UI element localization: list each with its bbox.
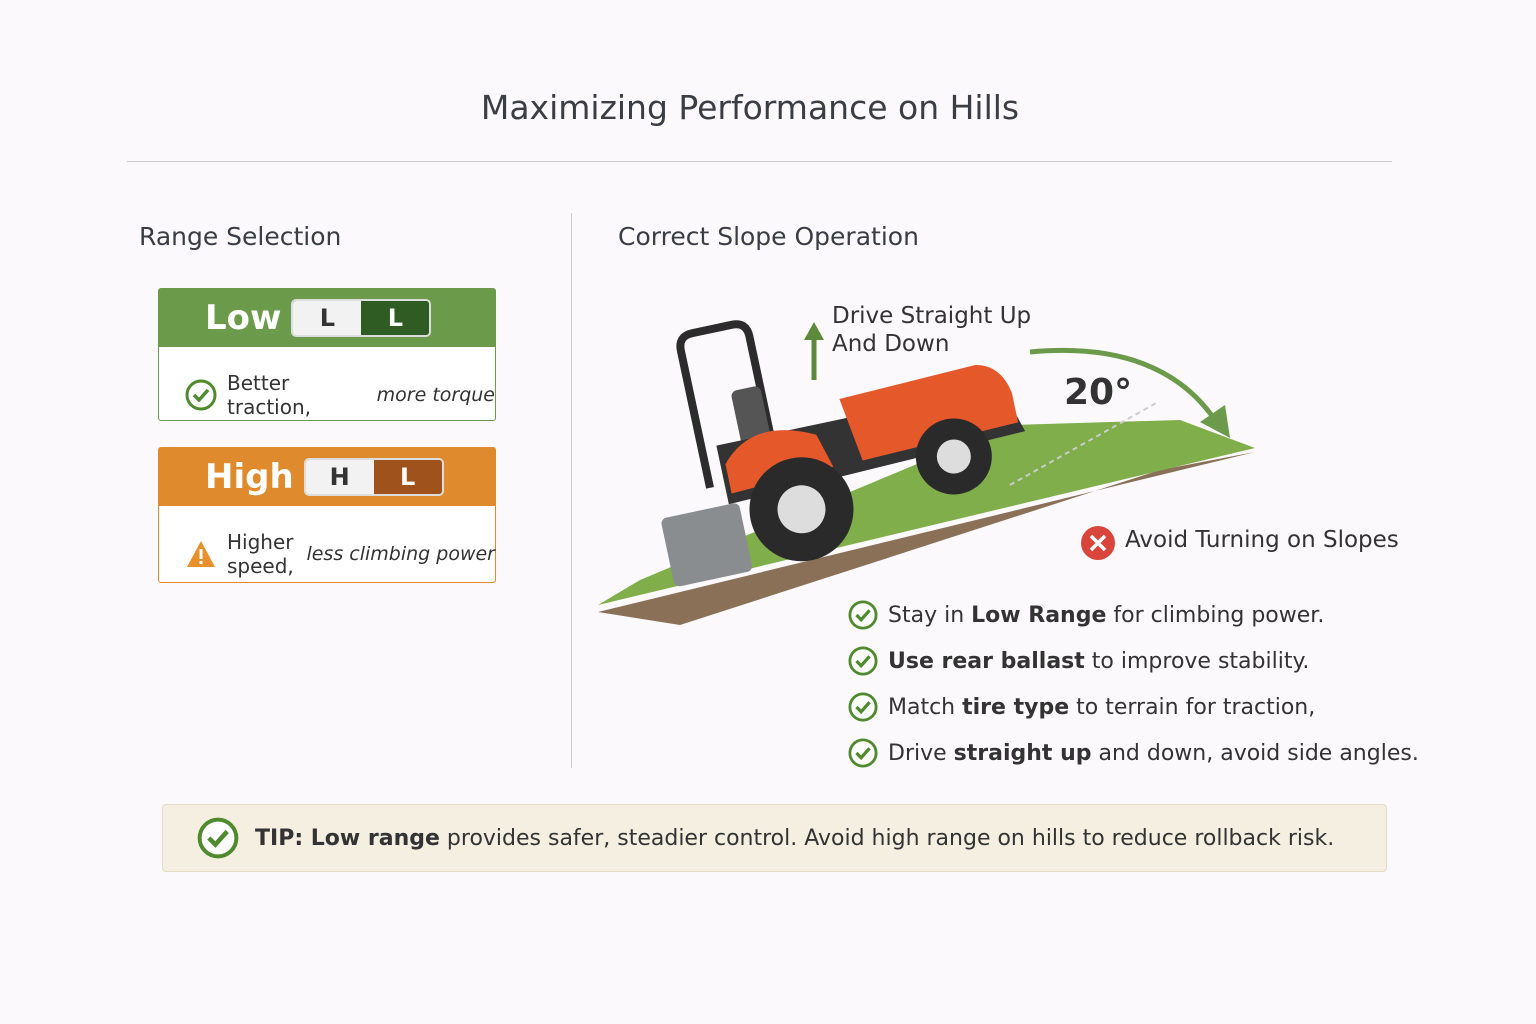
angle-line: [1009, 401, 1159, 486]
up-arrow-head: [804, 322, 824, 340]
text-segment: straight up: [953, 740, 1092, 766]
arrow-label: Drive Straight Up And Down: [832, 302, 1031, 358]
icon-circle: [848, 600, 878, 630]
hub: [777, 485, 826, 534]
text-segment: Drive: [888, 740, 954, 766]
gear-letter: L: [293, 301, 362, 335]
hub: [936, 439, 971, 474]
text-segment: Stay in: [888, 602, 972, 628]
text-segment: TIP: Low range: [255, 825, 440, 851]
check-icon: [848, 738, 878, 768]
icon-mark: [192, 388, 210, 403]
page-title: Maximizing Performance on Hills: [480, 88, 1020, 127]
note-italic: more torque: [370, 384, 495, 406]
check-icon: [848, 692, 878, 722]
hood: [839, 365, 1019, 461]
icon-mark: [855, 747, 871, 761]
divider: [571, 213, 572, 768]
card-body: Higher speed, less climbing power: [159, 506, 495, 578]
checklist-item: Match tire type to terrain for traction,: [848, 684, 1419, 730]
icon-circle: [197, 817, 239, 859]
icon-mark: [199, 549, 203, 559]
range-card: High H L Higher speed, less climbing power: [158, 447, 496, 583]
text-segment: to terrain for traction,: [1069, 694, 1316, 720]
tractor: [661, 320, 1026, 587]
range-label: Low: [205, 298, 282, 338]
divider: [127, 161, 1392, 162]
check-icon: [848, 646, 878, 676]
check-icon: [848, 600, 878, 630]
icon-circle: [185, 379, 217, 411]
icon-circle: [848, 692, 878, 722]
section-heading: Correct Slope Operation: [618, 222, 919, 251]
card-header: Low L L: [159, 289, 495, 347]
warning-icon: [187, 541, 215, 567]
tip-box: TIP: Low range provides safer, steadier …: [162, 804, 1387, 872]
angle-label: 20°: [1064, 372, 1133, 413]
note: Higher speed,: [227, 530, 294, 578]
range-card: Low L L Better traction, more torque: [158, 288, 496, 421]
seat: [731, 386, 772, 450]
gear-letter: L: [373, 460, 442, 494]
gear-letter: H: [305, 460, 374, 494]
card-body: Better traction, more torque: [159, 347, 495, 419]
gear-letter: L: [361, 301, 430, 335]
curve-arrow-head: [1200, 405, 1230, 438]
x-icon-mark: [1089, 534, 1107, 552]
note-italic: less climbing power: [300, 543, 495, 565]
grass: [598, 420, 1255, 605]
text-segment: and down, avoid side angles.: [1091, 740, 1419, 766]
icon-circle: [848, 646, 878, 676]
icon-mark: [207, 829, 229, 848]
warning: Avoid Turning on Slopes: [1125, 527, 1399, 553]
icon-mark: [855, 609, 871, 623]
checklist-item: Drive straight up and down, avoid side a…: [848, 730, 1419, 776]
checklist: Stay in Low Range for climbing power. Use…: [848, 592, 1419, 776]
check-icon: [197, 817, 239, 859]
icon-mark: [199, 561, 203, 564]
icon-mark: [855, 701, 871, 715]
soil: [598, 452, 1255, 625]
note: Better traction,: [227, 371, 311, 419]
fender: [725, 430, 834, 494]
text-segment: Low Range: [971, 602, 1107, 628]
checklist-item: Use rear ballast to improve stability.: [848, 638, 1419, 684]
arrow-label-line: Drive Straight Up: [832, 303, 1032, 329]
range-label: High: [205, 457, 294, 497]
card-header: High H L: [159, 448, 495, 506]
text-segment: Use rear ballast: [888, 648, 1085, 674]
check-icon: [185, 379, 217, 411]
arrow-label-line: And Down: [832, 331, 950, 357]
rops: [676, 320, 775, 489]
section-heading: Range Selection: [139, 222, 342, 251]
checklist-item: Stay in Low Range for climbing power.: [848, 592, 1419, 638]
icon-circle: [848, 738, 878, 768]
text-segment: for climbing power.: [1106, 602, 1325, 628]
text-segment: Match: [888, 694, 963, 720]
text-segment: provides safer, steadier control. Avoid …: [439, 825, 1335, 851]
curve-arrow: [1029, 347, 1218, 422]
ballast: [661, 503, 753, 587]
text-segment: to improve stability.: [1084, 648, 1310, 674]
text-segment: tire type: [962, 694, 1070, 720]
icon-mark: [855, 655, 871, 669]
